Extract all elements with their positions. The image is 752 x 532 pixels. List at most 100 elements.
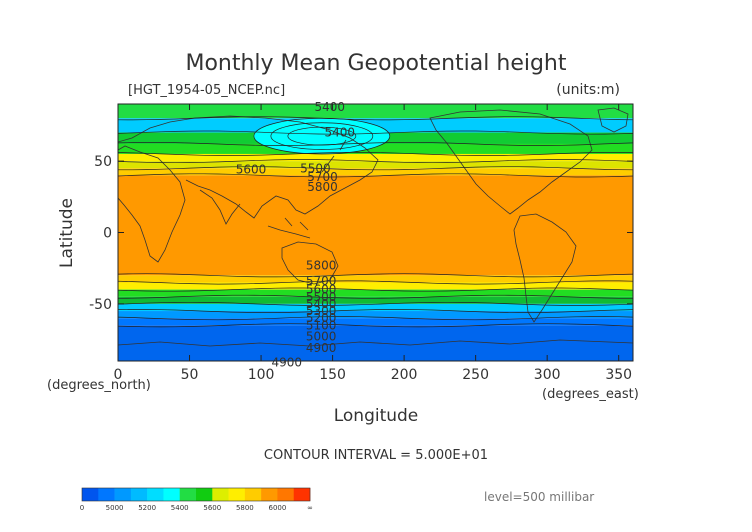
- contour-line-15: [118, 323, 633, 328]
- contour-line-14: [118, 316, 633, 321]
- y-tick-label: 50: [94, 154, 112, 170]
- colorbar-label: 5800: [236, 504, 254, 512]
- band-8: [118, 275, 633, 283]
- colorbar-label: 5400: [171, 504, 189, 512]
- contour-label: 5400: [314, 100, 345, 114]
- low-center: [253, 118, 390, 154]
- contour-label: 5600: [306, 283, 337, 297]
- y-unit-label: (degrees_north): [47, 378, 151, 393]
- band-14: [118, 318, 633, 326]
- x-tick-label: 250: [462, 367, 489, 383]
- colorbar-swatch: [82, 488, 99, 501]
- colorbar-swatch: [212, 488, 229, 501]
- colorbar-label: 0: [80, 504, 84, 512]
- band-7: [118, 175, 633, 276]
- level-label: level=500 millibar: [484, 490, 594, 504]
- contour-line-7: [118, 173, 633, 178]
- contour-line-8: [118, 273, 633, 278]
- south-america-outline: [513, 213, 577, 323]
- plot-area: 0 50 100 150 200 250 300 350 500-50 54005400560…: [89, 100, 634, 383]
- x-tick-label: 150: [319, 367, 346, 383]
- band-10: [118, 289, 633, 297]
- contour-interval: CONTOUR INTERVAL = 5.000E+01: [264, 448, 488, 463]
- colorbar-swatch: [196, 488, 213, 501]
- units-label: (units:m): [556, 82, 620, 98]
- antarctica-outline: [118, 339, 633, 347]
- colorbar-swatch: [114, 488, 132, 501]
- colorbar-swatch: [179, 488, 197, 501]
- contour-line-4: [118, 152, 633, 156]
- colorbar-swatch: [130, 488, 148, 501]
- colorbar: 0 5000 5200 5400 5600 5800 6000 ∞: [80, 487, 313, 512]
- x-tick-label: 100: [248, 367, 275, 383]
- colorbar-label: 6000: [269, 504, 287, 512]
- contour-label: 5700: [306, 274, 337, 288]
- contour-label: 5400: [324, 126, 355, 140]
- y-axis-label: Latitude: [57, 198, 77, 268]
- band-13: [118, 311, 633, 319]
- contour-label: 5200: [306, 311, 337, 325]
- contour-line-2: [118, 130, 633, 135]
- x-unit-label: (degrees_east): [542, 387, 639, 402]
- contour-label: 5300: [306, 304, 337, 318]
- band-11: [118, 296, 633, 304]
- australia-outline: [281, 241, 339, 285]
- y-tick-label: -50: [89, 297, 112, 313]
- x-tick-label: 50: [181, 367, 199, 383]
- colorbar-label: ∞: [307, 504, 313, 512]
- x-tick-label: 300: [534, 367, 561, 383]
- india-outline: [199, 189, 241, 225]
- band-9: [118, 282, 633, 290]
- contour-lines: [118, 116, 633, 328]
- contour-line-11: [118, 294, 633, 299]
- indonesia-outline: [267, 217, 311, 239]
- low-contour-2: [287, 126, 357, 146]
- x-tick-label: 0: [114, 367, 123, 383]
- north-america-outline: [429, 109, 593, 215]
- contour-line-6: [118, 166, 633, 171]
- band-12: [118, 303, 633, 312]
- contour-line-12: [118, 301, 633, 306]
- colorbar-swatch: [147, 488, 164, 501]
- colorbar-swatch: [98, 488, 115, 501]
- contour-label: 5700: [307, 170, 338, 184]
- x-axis-label: Longitude: [334, 406, 419, 426]
- low-contour-1: [270, 122, 374, 150]
- contour-line-13: [118, 309, 633, 313]
- contour-label: 5000: [306, 330, 337, 344]
- x-tick-label: 350: [605, 367, 632, 383]
- contour-label: 5800: [307, 180, 338, 194]
- colorbar-swatch: [277, 488, 295, 501]
- contour-line-1: [118, 116, 633, 121]
- colorbar-swatch: [163, 488, 181, 501]
- chart-title: Monthly Mean Geopotential height: [185, 51, 566, 76]
- contour-label: 4900: [272, 355, 303, 369]
- contour-label: 5500: [300, 161, 331, 175]
- band-6: [118, 168, 633, 176]
- file-label: [HGT_1954-05_NCEP.nc]: [128, 83, 285, 98]
- colorbar-label: 5000: [106, 504, 124, 512]
- low-contour-0: [253, 117, 391, 155]
- contour-label: 4900: [306, 341, 337, 355]
- contour-line-5: [118, 159, 633, 164]
- continent-outlines: [118, 107, 633, 347]
- colorbar-swatch: [293, 488, 311, 501]
- contour-label: 5800: [306, 258, 337, 272]
- x-tick-label: 200: [391, 367, 418, 383]
- band-3: [118, 143, 633, 154]
- eurasia-outline: [118, 115, 379, 219]
- x-axis-ticks: 0 50 100 150 200 250 300 350: [114, 104, 632, 383]
- colorbar-label: 5600: [203, 504, 221, 512]
- contour-line-9: [118, 280, 633, 285]
- y-tick-label: 0: [103, 226, 112, 242]
- band-0: [118, 104, 633, 119]
- contour-line-10: [118, 287, 633, 292]
- y-axis-ticks: 50 0 -50: [89, 154, 633, 313]
- contour-label: 5100: [306, 318, 337, 332]
- africa-outline: [118, 145, 186, 263]
- colorbar-label: 5200: [138, 504, 156, 512]
- colorbar-swatch: [244, 488, 262, 501]
- contour-label: 5400: [306, 297, 337, 311]
- colorbar-swatch: [228, 488, 246, 501]
